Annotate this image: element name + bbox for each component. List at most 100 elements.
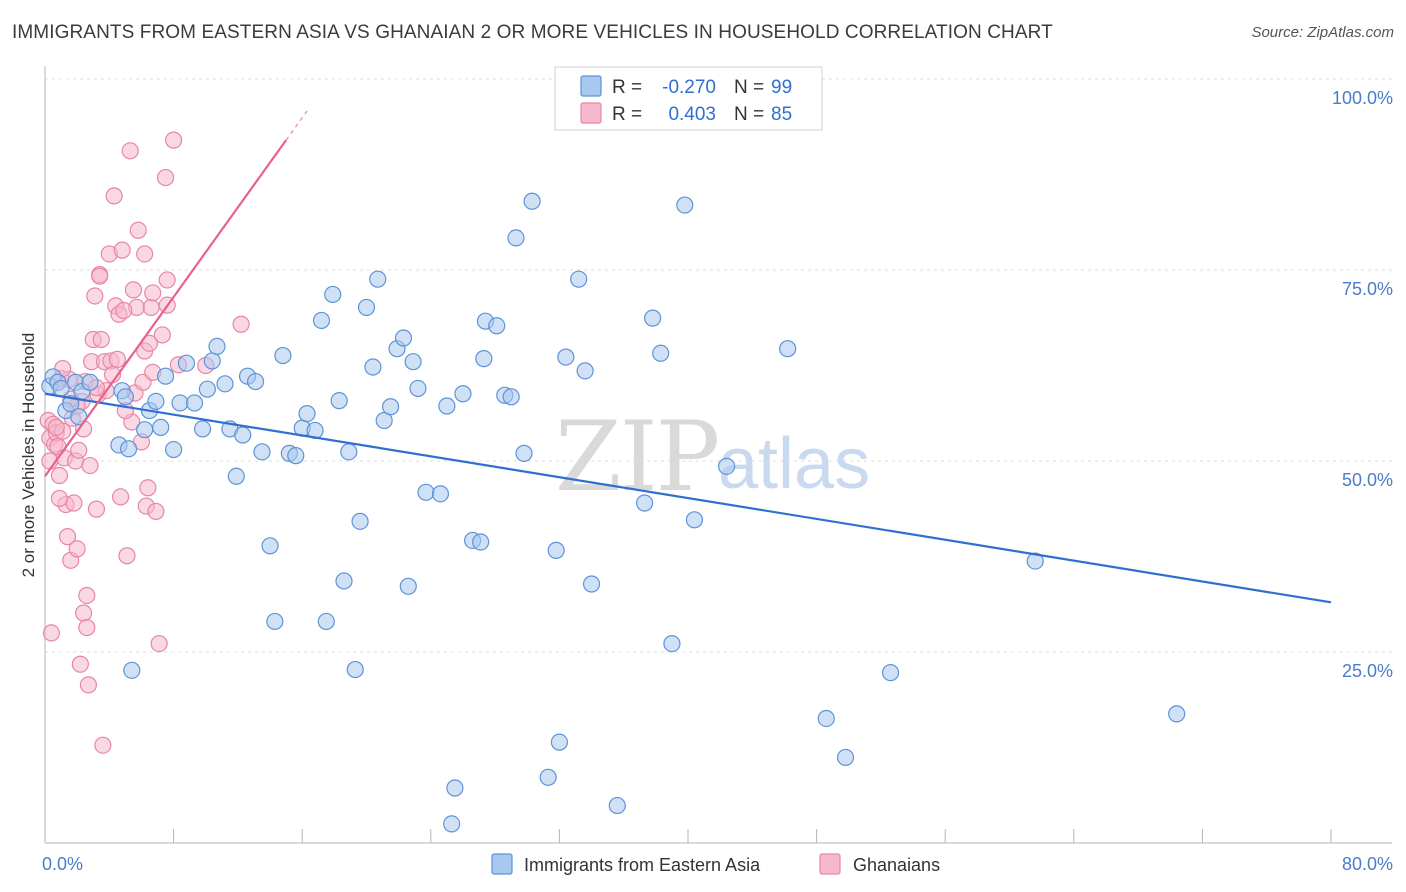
eastern-asia-point [454, 385, 472, 403]
eastern-asia-point [152, 418, 170, 436]
eastern-asia-point [881, 664, 900, 682]
eastern-asia-point [417, 483, 435, 501]
ghanaians-point [150, 634, 168, 653]
eastern-asia-point [203, 352, 221, 370]
eastern-asia-point [357, 298, 376, 317]
eastern-asia-point [438, 397, 456, 415]
eastern-asia-point [330, 392, 348, 410]
eastern-asia-point [550, 733, 569, 751]
eastern-asia-point [266, 612, 284, 631]
eastern-asia-point [475, 350, 493, 368]
ghanaians-point [78, 586, 96, 605]
eastern-asia-point [136, 421, 154, 439]
eastern-asia-point [253, 443, 271, 461]
eastern-asia-point [685, 511, 704, 529]
eastern-asia-point [431, 485, 450, 503]
eastern-asia-point [340, 443, 358, 461]
eastern-asia-point [116, 388, 134, 406]
ghanaians-point [81, 456, 99, 475]
legend-top: R = -0.270 N = 99 R = 0.403 N = 85 [554, 66, 823, 131]
tick-labels: 25.0% 50.0% 75.0% 100.0% 0.0% 80.0% [42, 88, 1393, 874]
eastern-asia-point [324, 285, 342, 304]
eastern-asia-point [177, 354, 196, 372]
legend-n-value-blue: 99 [771, 77, 792, 98]
ghanaians-point [111, 488, 130, 506]
eastern-asia-point [717, 457, 736, 475]
eastern-asia-point [404, 353, 422, 371]
eastern-asia-point [156, 367, 175, 385]
ghanaians-point [47, 418, 65, 436]
y-tick-label: 50.0% [1342, 470, 1393, 490]
ghanaians-point [86, 287, 104, 305]
eastern-asia-point [227, 467, 245, 485]
legend-bottom: Immigrants from Eastern Asia Ghanaians [491, 853, 940, 875]
ghanaians-point [87, 500, 106, 518]
ghanaians-point [142, 298, 160, 317]
eastern-asia-point [779, 340, 797, 358]
eastern-asia-point [317, 612, 335, 631]
eastern-asia-point [52, 379, 70, 398]
ghanaians-point [108, 350, 126, 368]
eastern-asia-point [817, 709, 835, 728]
legend-swatch-pink [580, 102, 602, 124]
ghanaians-point [129, 221, 147, 239]
trendlines [44, 110, 1332, 604]
y-axis-label: 2 or more Vehicles in Household [19, 333, 38, 578]
ghanaians-point [156, 168, 175, 187]
ghanaians-point [124, 281, 143, 299]
legend-r-value-pink: 0.403 [668, 104, 716, 125]
eastern-asia-point [582, 575, 601, 593]
eastern-asia-point [123, 661, 141, 679]
legend-n-label-blue: N = [734, 77, 764, 98]
eastern-asia-point [312, 311, 331, 330]
ghanaians-point [113, 241, 131, 259]
ghanaians-point [65, 494, 83, 512]
eastern-asia-point [1168, 705, 1186, 723]
ghanaians-point [136, 245, 154, 263]
trendline-ghanaians-extension [285, 110, 308, 141]
eastern-asia-point [287, 447, 305, 465]
eastern-asia-point [472, 533, 490, 551]
eastern-asia-point [644, 309, 662, 327]
eastern-asia-point [557, 348, 575, 366]
ghanaians-point [232, 315, 250, 333]
y-tick-label: 75.0% [1342, 279, 1393, 299]
eastern-asia-point [165, 440, 183, 459]
eastern-asia-point [364, 358, 382, 376]
legend-bottom-label-blue: Immigrants from Eastern Asia [524, 855, 761, 875]
eastern-asia-point [185, 394, 204, 412]
legend-n-label-pink: N = [734, 104, 764, 125]
ghanaians-point [165, 131, 183, 149]
eastern-asia-point [171, 394, 189, 412]
eastern-asia-point [539, 768, 557, 786]
ghanaians-point [70, 441, 88, 459]
eastern-asia-point [446, 779, 464, 797]
trendline-ghanaians [44, 139, 288, 477]
ghanaians-point [79, 676, 98, 694]
ghanaians-point [139, 479, 157, 497]
ghanaians-point [158, 271, 176, 289]
eastern-asia-point [399, 577, 417, 595]
eastern-asia-point [346, 660, 364, 679]
eastern-asia-point [394, 329, 413, 347]
eastern-asia-point [147, 392, 165, 411]
eastern-asia-point [515, 444, 533, 462]
eastern-asia-point [502, 388, 520, 406]
eastern-asia-point [570, 270, 588, 288]
eastern-asia-point [375, 411, 393, 430]
x-tick-label: 0.0% [42, 854, 83, 874]
ghanaians-point [50, 489, 69, 508]
ghanaians-point [105, 187, 123, 205]
trendline-eastern-asia [44, 392, 1332, 604]
legend-r-label-blue: R = [612, 77, 642, 98]
y-tick-label: 100.0% [1332, 88, 1393, 108]
eastern-asia-point [507, 229, 525, 247]
eastern-asia-point [198, 380, 216, 398]
legend-swatch-blue [580, 75, 602, 97]
eastern-asia-point [369, 270, 387, 288]
ghanaians-point [68, 540, 86, 558]
eastern-asia-point [443, 815, 461, 833]
ghanaians-point [74, 604, 93, 622]
eastern-asia-point [246, 372, 265, 391]
eastern-asia-point [351, 512, 369, 530]
